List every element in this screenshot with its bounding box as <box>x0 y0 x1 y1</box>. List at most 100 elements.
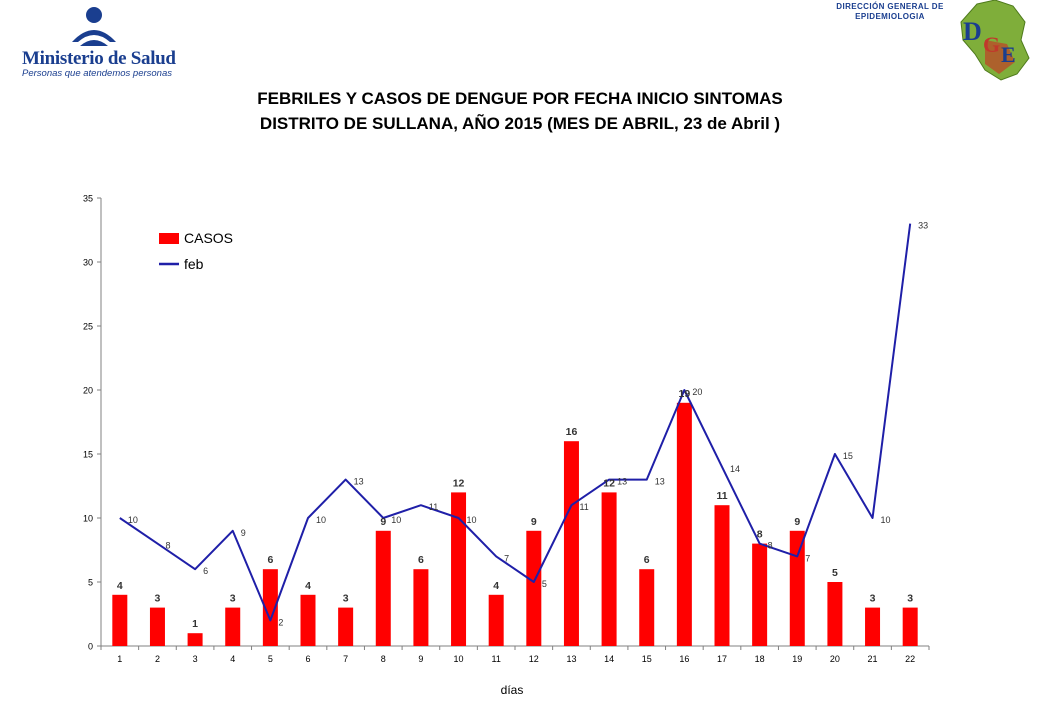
bar <box>225 607 241 646</box>
bar-data-label: 4 <box>117 580 123 592</box>
line-data-label: 7 <box>805 553 810 563</box>
x-tick-label: 8 <box>381 654 386 664</box>
y-tick-label: 15 <box>83 450 93 460</box>
person-emblem-icon <box>72 7 116 46</box>
bar-data-label: 9 <box>380 516 386 528</box>
bar-data-label: 3 <box>907 593 913 605</box>
x-tick-label: 1 <box>117 654 122 664</box>
x-tick-label: 13 <box>566 654 576 664</box>
x-tick-label: 17 <box>717 654 727 664</box>
line-data-label: 6 <box>203 566 208 576</box>
x-tick-label: 9 <box>418 654 423 664</box>
bar-data-label: 16 <box>566 426 578 438</box>
x-tick-label: 20 <box>830 654 840 664</box>
x-tick-label: 15 <box>642 654 652 664</box>
line-data-label: 5 <box>542 579 547 589</box>
line-data-label: 7 <box>504 553 509 563</box>
bar-data-label: 12 <box>453 477 465 489</box>
bar <box>451 492 467 646</box>
bar-data-label: 3 <box>343 593 349 605</box>
line-data-label: 13 <box>655 477 665 487</box>
line-data-label: 10 <box>391 515 401 525</box>
y-tick-label: 35 <box>83 194 93 204</box>
y-tick-label: 30 <box>83 258 93 268</box>
dge-letter-d: D <box>963 17 982 46</box>
bar-data-label: 11 <box>716 490 727 502</box>
line-series-feb <box>119 223 912 622</box>
x-tick-label: 11 <box>492 654 501 664</box>
bar <box>187 633 203 646</box>
x-tick-label: 19 <box>792 654 802 664</box>
x-tick-label: 22 <box>905 654 915 664</box>
y-tick-label: 25 <box>83 322 93 332</box>
logo-tagline: Personas que atendemos personas <box>22 68 172 79</box>
dge-logo: D G E <box>955 0 1035 82</box>
bar-data-label: 8 <box>757 529 763 541</box>
bar <box>262 569 278 646</box>
x-tick-label: 12 <box>529 654 539 664</box>
line-data-label: 20 <box>692 387 702 397</box>
bar-data-label: 9 <box>794 516 800 528</box>
x-tick-label: 7 <box>343 654 348 664</box>
legend-label-casos: CASOS <box>184 230 233 246</box>
peru-map-icon: D G E <box>960 0 1030 81</box>
x-tick-label: 4 <box>230 654 235 664</box>
bar <box>902 607 918 646</box>
y-tick-label: 10 <box>83 514 93 524</box>
line-data-label: 10 <box>316 515 326 525</box>
x-axis-label: días <box>500 683 524 697</box>
bar-data-label: 6 <box>418 554 424 566</box>
bar <box>752 543 768 646</box>
x-tick-label: 3 <box>193 654 198 664</box>
x-tick-label: 18 <box>755 654 765 664</box>
chart-title: FEBRILES Y CASOS DE DENGUE POR FECHA INI… <box>257 89 783 108</box>
bar <box>488 594 504 646</box>
bar-data-label: 1 <box>192 618 198 630</box>
dge-letter-e: E <box>1001 42 1016 67</box>
bar-data-label: 3 <box>870 593 876 605</box>
bar-data-label: 3 <box>230 593 236 605</box>
line-data-label: 10 <box>467 515 477 525</box>
y-tick-label: 20 <box>83 386 93 396</box>
org-line-1: DIRECCIÓN GENERAL DE <box>836 2 944 11</box>
line-data-label: 15 <box>843 451 853 461</box>
x-tick-label: 10 <box>454 654 464 664</box>
line-data-label: 33 <box>918 221 928 231</box>
bar <box>526 530 542 646</box>
bar <box>639 569 655 646</box>
line-data-label: 13 <box>354 477 364 487</box>
x-tick-label: 21 <box>868 654 878 664</box>
bar-data-label: 9 <box>531 516 537 528</box>
x-tick-label: 16 <box>679 654 689 664</box>
bar <box>149 607 165 646</box>
line-data-label: 8 <box>165 541 170 551</box>
line-data-label: 8 <box>768 541 773 551</box>
y-tick-label: 5 <box>88 578 93 588</box>
line-data-label: 2 <box>278 617 283 627</box>
line-data-label: 11 <box>579 502 588 512</box>
bar <box>300 594 316 646</box>
bar <box>112 594 128 646</box>
x-tick-label: 5 <box>268 654 273 664</box>
bar <box>375 530 391 646</box>
line-data-label: 10 <box>128 515 138 525</box>
org-text: DIRECCIÓN GENERAL DE EPIDEMIOLOGIA <box>820 2 960 22</box>
x-tick-label: 6 <box>305 654 310 664</box>
bar-data-label: 5 <box>832 567 838 579</box>
bar <box>676 402 692 646</box>
bar <box>413 569 429 646</box>
line-data-label: 13 <box>617 477 627 487</box>
org-line-2: EPIDEMIOLOGIA <box>855 12 925 21</box>
bar <box>827 582 843 646</box>
bar-data-label: 3 <box>155 593 161 605</box>
line-data-label: 10 <box>881 515 891 525</box>
bar <box>563 441 579 646</box>
logo-name: Ministerio de Salud <box>22 48 176 69</box>
x-tick-label: 2 <box>155 654 160 664</box>
legend-swatch-casos <box>159 233 179 244</box>
bar <box>789 530 805 646</box>
bar-data-label: 12 <box>603 477 615 489</box>
line-data-label: 14 <box>730 464 740 474</box>
bar-data-label: 4 <box>305 580 311 592</box>
